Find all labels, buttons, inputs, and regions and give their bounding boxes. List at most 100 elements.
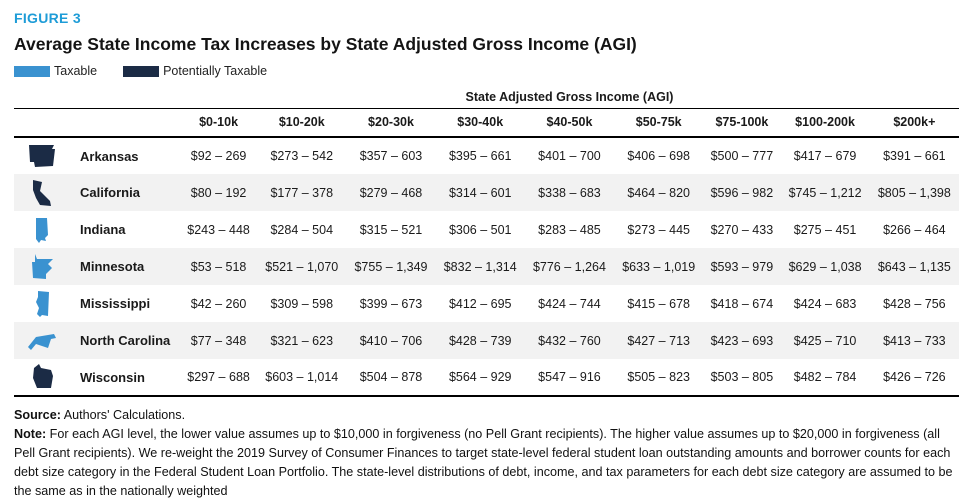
column-header: $10-20k [257, 108, 347, 138]
tax-range-cell: $504 – 878 [346, 359, 436, 397]
state-name: Wisconsin [80, 369, 145, 385]
tax-range-cell: $428 – 739 [448, 333, 512, 348]
tax-range-cell: $633 – 1,019 [622, 259, 696, 274]
tax-range-cell: $77 – 348 [190, 333, 247, 348]
tax-range-cell: $596 – 982 [710, 185, 774, 200]
table-row: Arkansas $92 – 269 $273 – 542 $357 – 603… [14, 137, 959, 174]
tax-range-cell: $270 – 433 [710, 222, 774, 237]
column-header: $20-30k [346, 108, 436, 138]
tax-range-cell: $505 – 823 [614, 359, 704, 397]
tax-range-cell: $279 – 468 [359, 185, 423, 200]
tax-range-cell: $399 – 673 [359, 296, 423, 311]
tax-range-cell: $482 – 784 [780, 359, 870, 397]
footer-notes: Source: Authors' Calculations. Note: For… [14, 406, 959, 500]
column-group-label: State Adjusted Gross Income (AGI) [180, 90, 959, 109]
arkansas-state-icon [26, 140, 60, 172]
state-column-spacer [14, 108, 180, 138]
group-header-spacer [14, 90, 180, 109]
tax-range-cell: $426 – 726 [869, 359, 959, 397]
tax-range-cell: $275 – 451 [793, 222, 857, 237]
state-name: Mississippi [80, 296, 151, 311]
column-header: $30-40k [435, 108, 525, 138]
tax-range-cell: $273 – 542 [270, 149, 334, 163]
tax-range-cell: $564 – 929 [435, 359, 525, 397]
column-header: $50-75k [614, 108, 704, 138]
table-row: Mississippi $42 – 260 $309 – 598 $399 – … [14, 285, 959, 322]
source-text: Authors' Calculations. [60, 408, 186, 422]
tax-range-cell: $391 – 661 [883, 149, 946, 163]
tax-range-cell: $424 – 744 [538, 296, 601, 311]
tax-range-cell: $413 – 733 [883, 333, 946, 348]
california-state-icon [26, 177, 60, 209]
source-line: Source: Authors' Calculations. [14, 406, 959, 425]
legend-item-taxable: Taxable [14, 64, 97, 78]
tax-range-cell: $745 – 1,212 [788, 185, 862, 200]
tax-range-cell: $395 – 661 [448, 149, 512, 163]
tax-range-cell: $266 – 464 [883, 222, 946, 237]
tax-range-cell: $776 – 1,264 [532, 259, 606, 274]
tax-range-cell: $428 – 756 [883, 296, 946, 311]
tax-range-cell: $464 – 820 [627, 185, 690, 200]
column-header: $0-10k [180, 108, 258, 138]
group-header-row: State Adjusted Gross Income (AGI) [14, 90, 959, 109]
tax-range-cell: $42 – 260 [190, 296, 247, 311]
tax-range-cell: $357 – 603 [359, 149, 423, 163]
potentially-taxable-swatch-icon [123, 65, 160, 77]
tax-range-cell: $432 – 760 [538, 333, 601, 348]
tax-range-cell: $80 – 192 [190, 185, 247, 200]
tax-range-cell: $309 – 598 [270, 296, 334, 311]
tax-range-cell: $243 – 448 [187, 222, 250, 237]
note-text: For each AGI level, the lower value assu… [14, 426, 953, 498]
tax-range-cell: $92 – 269 [190, 149, 247, 163]
tax-range-cell: $401 – 700 [538, 149, 601, 163]
tax-range-cell: $503 – 805 [703, 359, 781, 397]
state-name: California [80, 185, 140, 200]
tax-range-cell: $805 – 1,398 [877, 185, 951, 200]
tax-range-cell: $314 – 601 [448, 185, 512, 200]
note-line: Note: For each AGI level, the lower valu… [14, 425, 959, 500]
mississippi-state-icon [26, 288, 60, 320]
column-header: $75-100k [703, 108, 781, 138]
legend: Taxable Potentially Taxable [14, 64, 959, 78]
tax-range-cell: $629 – 1,038 [788, 259, 862, 274]
tax-range-cell: $283 – 485 [538, 222, 601, 237]
north-carolina-state-icon [26, 325, 60, 357]
tax-range-cell: $273 – 445 [627, 222, 690, 237]
table-row: Wisconsin $297 – 688 $603 – 1,014 $504 –… [14, 359, 959, 397]
column-header: $40-50k [524, 108, 615, 138]
legend-label: Potentially Taxable [163, 64, 268, 78]
tax-range-cell: $423 – 693 [710, 333, 774, 348]
table-row: North Carolina $77 – 348 $321 – 623 $410… [14, 322, 959, 359]
taxable-swatch-icon [14, 65, 50, 77]
tax-range-cell: $306 – 501 [448, 222, 512, 237]
minnesota-state-icon [26, 251, 60, 283]
tax-increase-table: State Adjusted Gross Income (AGI) $0-10k… [14, 90, 959, 397]
tax-range-cell: $53 – 518 [190, 259, 247, 274]
tax-range-cell: $500 – 777 [710, 149, 774, 163]
tax-range-cell: $547 – 916 [524, 359, 615, 397]
source-label: Source: [14, 408, 61, 422]
tax-range-cell: $417 – 679 [793, 149, 857, 163]
tax-range-cell: $315 – 521 [359, 222, 423, 237]
tax-range-cell: $755 – 1,349 [354, 259, 428, 274]
figure-label: FIGURE 3 [14, 10, 81, 26]
column-header: $200k+ [869, 108, 959, 138]
tax-range-cell: $338 – 683 [538, 185, 601, 200]
table-row: California $80 – 192 $177 – 378 $279 – 4… [14, 174, 959, 211]
tax-range-cell: $425 – 710 [793, 333, 857, 348]
tax-range-cell: $603 – 1,014 [257, 359, 347, 397]
tax-range-cell: $284 – 504 [270, 222, 334, 237]
state-name: North Carolina [80, 333, 171, 348]
tax-range-cell: $418 – 674 [710, 296, 774, 311]
tax-range-cell: $321 – 623 [270, 333, 334, 348]
table-row: Indiana $243 – 448 $284 – 504 $315 – 521… [14, 211, 959, 248]
tax-range-cell: $424 – 683 [793, 296, 857, 311]
tax-range-cell: $643 – 1,135 [877, 259, 951, 274]
tax-range-cell: $427 – 713 [627, 333, 690, 348]
tax-range-cell: $832 – 1,314 [443, 259, 517, 274]
state-name: Minnesota [80, 259, 145, 274]
tax-range-cell: $406 – 698 [627, 149, 690, 163]
state-name: Indiana [80, 222, 126, 237]
tax-range-cell: $297 – 688 [180, 359, 258, 397]
